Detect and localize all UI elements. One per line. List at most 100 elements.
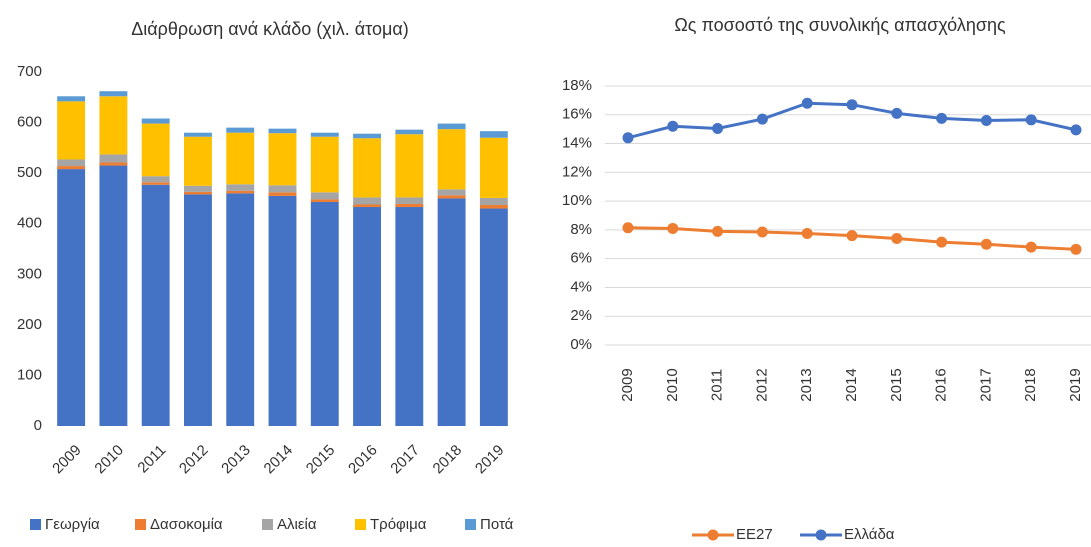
marker: [622, 132, 634, 144]
y-tick-label: 0: [34, 417, 42, 434]
bar-segment: [310, 132, 339, 137]
x-tick-label: 2016: [933, 368, 950, 401]
x-tick-label: 2012: [176, 442, 212, 478]
bar-segment: [141, 123, 170, 177]
y-tick-label: 100: [17, 366, 42, 383]
bar-segment: [395, 197, 424, 204]
bar-segment: [310, 136, 339, 193]
bar-segment: [437, 189, 466, 196]
legend-label: Ελλάδα: [844, 526, 895, 543]
bar-segment: [99, 91, 128, 97]
legend-marker: [815, 529, 827, 541]
bar-segment: [353, 207, 381, 426]
x-tick-label: 2019: [472, 442, 508, 478]
y-tick-label: 8%: [570, 221, 592, 238]
x-tick-label: 2015: [303, 442, 339, 478]
marker: [667, 222, 679, 234]
marker: [846, 230, 858, 242]
bar-segment: [479, 205, 508, 209]
marker: [801, 227, 813, 239]
bar-segment: [99, 96, 128, 155]
bar-segment: [57, 169, 86, 426]
marker: [936, 236, 948, 248]
bar-segment: [226, 184, 255, 191]
legend-swatch: [355, 519, 366, 530]
bar-segment: [99, 162, 128, 166]
x-tick-label: 2010: [664, 368, 681, 401]
bar-segment: [395, 207, 424, 426]
bar-segment: [437, 195, 466, 199]
y-tick-label: 300: [17, 265, 42, 282]
bar-segment: [141, 118, 170, 124]
marker: [1070, 243, 1082, 255]
x-tick-label: 2018: [430, 442, 466, 478]
chart-title: Διάρθρωση ανά κλάδο (χιλ. άτομα): [131, 19, 409, 39]
bar-segment: [226, 127, 255, 133]
marker: [756, 226, 768, 238]
y-tick-label: 18%: [562, 77, 592, 94]
x-tick-label: 2014: [843, 368, 860, 401]
bar-segment: [395, 129, 424, 135]
marker: [936, 112, 948, 124]
y-tick-label: 2%: [570, 307, 592, 324]
marker: [712, 225, 724, 237]
x-tick-label: 2019: [1067, 368, 1084, 401]
bar-segment: [226, 190, 255, 194]
marker: [1025, 114, 1037, 126]
x-tick-label: 2014: [261, 442, 297, 478]
marker: [1025, 241, 1037, 253]
bar-segment: [268, 133, 297, 186]
legend-label: Δασοκομία: [150, 516, 223, 533]
marker: [1070, 124, 1082, 136]
y-tick-label: 200: [17, 316, 42, 333]
bar-segment: [395, 203, 424, 208]
x-tick-label: 2009: [49, 442, 85, 478]
bar-segment: [184, 194, 212, 426]
bar-segment: [395, 134, 424, 198]
bar-segment: [268, 192, 297, 196]
marker: [756, 113, 768, 125]
legend-label: Γεωργία: [45, 516, 100, 533]
y-tick-label: 10%: [562, 192, 592, 209]
x-tick-label: 2009: [619, 368, 636, 401]
y-tick-label: 600: [17, 114, 42, 131]
bar-segment: [141, 176, 170, 183]
bar-segment: [57, 166, 86, 170]
x-tick-label: 2017: [977, 368, 994, 401]
bar-segment: [141, 182, 170, 185]
legend-swatch: [135, 519, 146, 530]
y-tick-label: 0%: [570, 336, 592, 353]
marker: [891, 107, 903, 119]
x-tick-label: 2013: [218, 442, 254, 478]
bar-segment: [310, 201, 339, 426]
x-tick-label: 2011: [134, 442, 169, 477]
bar-segment: [353, 204, 381, 208]
bar-segment: [353, 133, 381, 139]
bar-segment: [141, 184, 170, 426]
x-tick-label: 2013: [798, 368, 815, 401]
x-tick-label: 2010: [91, 442, 127, 478]
chart-title: Ως ποσοστό της συνολικής απασχόλησης: [674, 15, 1006, 35]
legend-label: ΕΕ27: [736, 526, 773, 543]
legend-label: Ποτά: [480, 516, 514, 533]
bar-segment: [479, 208, 508, 426]
bar-segment: [268, 128, 297, 134]
marker: [846, 99, 858, 111]
y-tick-label: 16%: [562, 106, 592, 123]
bar-segment: [353, 138, 381, 198]
bar-segment: [479, 131, 508, 138]
bar-segment: [57, 159, 86, 167]
bar-segment: [184, 136, 212, 186]
bar-segment: [353, 197, 381, 205]
legend-marker: [707, 529, 719, 541]
marker: [891, 233, 903, 245]
legend-swatch: [465, 519, 476, 530]
bar-segment: [268, 185, 297, 193]
marker: [980, 115, 992, 127]
legend-swatch: [262, 519, 273, 530]
bar-segment: [57, 101, 86, 160]
bar-segment: [226, 132, 255, 185]
bar-segment: [479, 137, 508, 198]
y-tick-label: 14%: [562, 135, 592, 152]
